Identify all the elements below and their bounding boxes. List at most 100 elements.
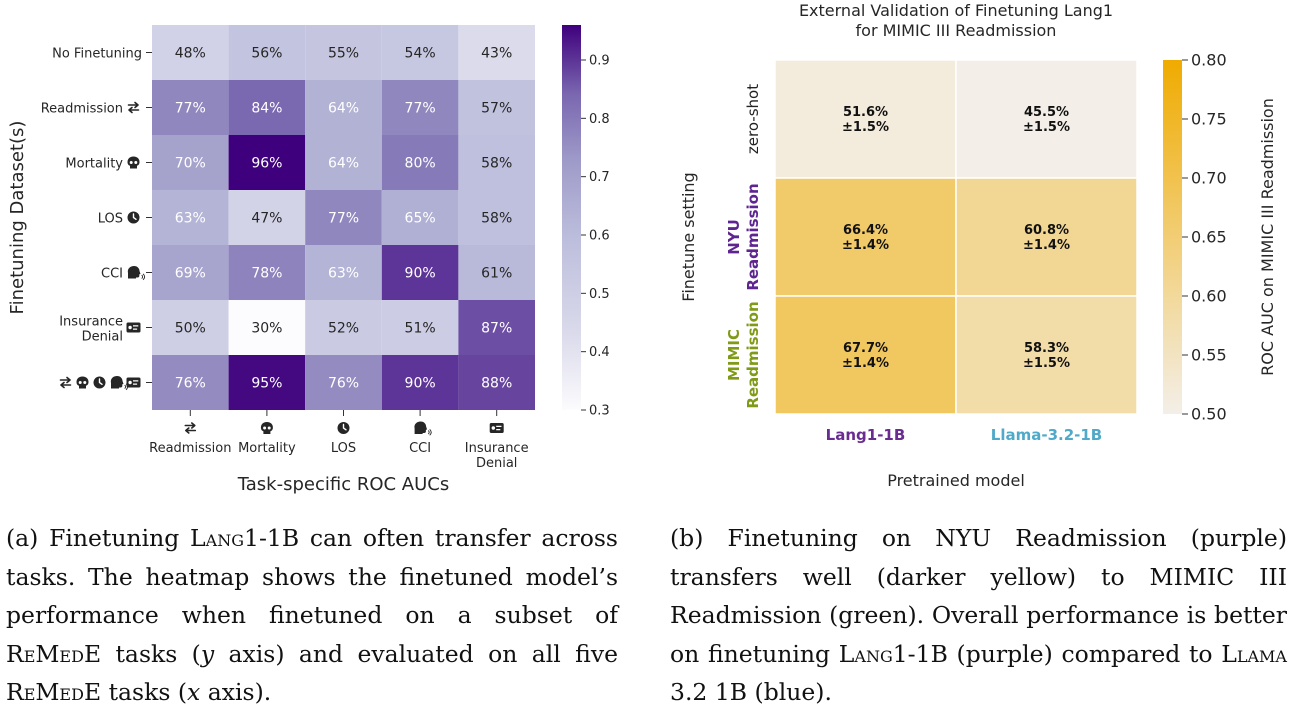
heatmap-a-cell-label: 77% (328, 211, 359, 227)
heatmap-a-cell-label: 88% (481, 376, 512, 392)
heatmap-a-cell (228, 355, 306, 410)
heatmap-a-cell (381, 245, 459, 300)
heatmap-a-xtick-label: LOS (331, 441, 356, 456)
clock-icon (93, 376, 106, 389)
heatmap-a-xtick-label: Denial (476, 456, 517, 471)
skull-shape (127, 156, 140, 169)
head-shape (127, 266, 141, 279)
clock-hands (98, 378, 103, 385)
heatmap-a-cell-label: 69% (175, 266, 206, 282)
heatmap-a-cell (381, 300, 459, 355)
heatmap-b-title: for MIMIC III Readmission (856, 21, 1057, 40)
card-lines (133, 325, 139, 330)
heatmap-b-cell-error: ±1.5% (1023, 356, 1070, 371)
skull-eye (134, 161, 138, 164)
colorbar-a (562, 25, 581, 410)
heatmap-a-ytick-label: Denial (82, 330, 123, 345)
heatmap-a-cell (305, 25, 382, 80)
heatmap-a-cell (152, 245, 229, 300)
heatmap-a-cell-label: 95% (251, 376, 282, 392)
heatmap-a-cell (458, 80, 535, 135)
heatmap-a-cell-label: 78% (251, 266, 282, 282)
model-name: Lang (190, 524, 244, 552)
heatmap-a-cell-label: 57% (481, 101, 512, 117)
card-shape (126, 322, 141, 333)
card-dot (128, 380, 132, 385)
colorbar-b-tick-label: 0.50 (1191, 405, 1227, 424)
panel-a-heatmap: 48% 56% 55% 54% 43% 77% 84% 64% 77% 57% 70% 96% 64% 8… (7, 25, 610, 495)
heatmap-a-ytick-label: LOS (98, 212, 123, 227)
colorbar-b-tick-label: 0.75 (1191, 110, 1227, 129)
card-shape (489, 423, 504, 433)
skull-eye (267, 426, 271, 430)
heatmap-a-ylabel: Finetuning Dataset(s) (7, 121, 28, 315)
heatmap-a-cell-label: 50% (175, 321, 206, 337)
head-silhouette-icon (127, 266, 146, 281)
heatmap-a-cell-label: 54% (405, 46, 436, 62)
colorbar-a-tick-label: 0.7 (589, 170, 610, 185)
heatmap-b-cell-error: ±1.4% (842, 356, 889, 371)
heatmap-a-cell (458, 135, 535, 190)
heatmap-a-cell-label: 84% (251, 101, 282, 117)
heatmap-b-cell (774, 177, 957, 297)
heatmap-b-cell-error: ±1.5% (1023, 120, 1070, 135)
model-name: Lang (838, 639, 893, 668)
heatmap-a-cell-label: 43% (481, 46, 512, 62)
heatmap-b-ylabel: Finetune setting (679, 172, 698, 301)
heatmap-a-ytick-label: No Finetuning (52, 47, 142, 62)
heatmap-a-cell-label: 76% (328, 376, 359, 392)
heatmap-a-cell-label: 48% (175, 46, 206, 62)
heatmap-a-cell (305, 80, 382, 135)
skull-eye (78, 381, 82, 384)
heatmap-a-xtick-label: CCI (409, 441, 431, 456)
heatmap-a-xtick-label: Mortality (238, 441, 296, 456)
heatmap-a-cell (228, 80, 306, 135)
heatmap-a-cell-label: 64% (328, 156, 359, 172)
heatmap-a-cell-label: 30% (251, 321, 282, 337)
heatmap-a-cell-label: 58% (481, 211, 512, 227)
clock-hands (132, 213, 137, 220)
heatmap-a-cell-label: 87% (481, 321, 512, 337)
heatmap-a-cell (381, 135, 459, 190)
speech-waves (427, 428, 432, 436)
card-dot (491, 426, 495, 430)
heatmap-a-cell (305, 355, 382, 410)
heatmap-a-cell (152, 355, 229, 410)
caption-a-tag: (a) (6, 524, 39, 552)
heatmap-a-cell-label: 63% (328, 266, 359, 282)
swap-arrows-shape (184, 422, 197, 434)
colorbar-a-tick-label: 0.8 (589, 112, 610, 127)
skull-icon (76, 376, 89, 389)
heatmap-b-cell (955, 177, 1138, 297)
colorbar-a-tick-label: 0.5 (589, 287, 610, 302)
card-icon (489, 423, 504, 433)
heatmap-a-cell-label: 47% (251, 211, 282, 227)
card-lines (496, 425, 502, 431)
colorbar-a-tick-label: 0.9 (589, 54, 610, 69)
heatmap-b-xtick-label: Llama-3.2-1B (991, 426, 1102, 444)
heatmap-a-cell (458, 190, 535, 245)
clock-icon (127, 211, 140, 224)
heatmap-a-cell-label: 63% (175, 211, 206, 227)
heatmap-a-cell (228, 135, 306, 190)
colorbar-a-tick-label: 0.4 (589, 345, 610, 360)
heatmap-a-cell (381, 25, 459, 80)
head-silhouette-icon (414, 421, 432, 436)
heatmap-a-cell (228, 245, 306, 300)
remede-name: ReMed (6, 678, 84, 706)
heatmap-a-cell (381, 190, 459, 245)
swap-arrows-icon (59, 376, 72, 389)
heatmap-a-cell (458, 245, 535, 300)
card-icon (126, 377, 141, 388)
heatmap-a-cell (458, 355, 535, 410)
skull-eye (129, 161, 133, 164)
heatmap-b-cell-value: 67.7% (843, 341, 888, 356)
heatmap-a-ytick-label: CCI (101, 267, 123, 282)
caption-b-tag: (b) (670, 524, 704, 552)
heatmap-b-cell (955, 295, 1138, 415)
heatmap-a-ytick-label: Readmission (41, 102, 123, 117)
colorbar-b-tick-label: 0.60 (1191, 287, 1227, 306)
heatmap-b-cell-error: ±1.5% (842, 120, 889, 135)
heatmap-a-cell (381, 355, 459, 410)
heatmap-a-cell-label: 55% (328, 46, 359, 62)
